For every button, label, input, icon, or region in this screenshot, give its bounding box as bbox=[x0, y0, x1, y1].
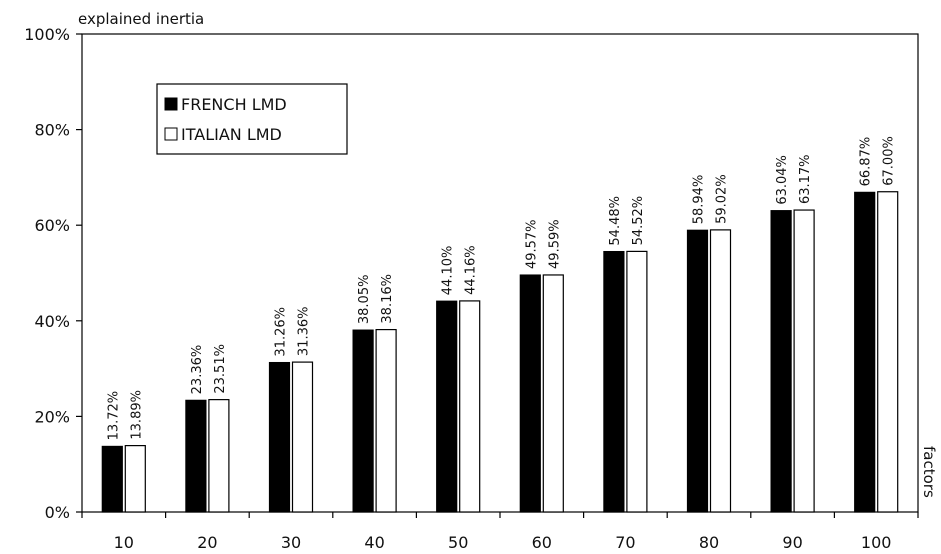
bar-italian bbox=[877, 191, 899, 513]
bar-french bbox=[854, 191, 876, 513]
data-label-french: 63.04% bbox=[775, 155, 790, 205]
x-tick-label: 20 bbox=[197, 533, 217, 552]
legend-swatch-italian bbox=[164, 127, 178, 141]
data-label-french: 66.87% bbox=[859, 137, 874, 187]
y-tick-label: 0% bbox=[45, 503, 70, 522]
x-axis-title: factors bbox=[920, 446, 938, 498]
y-tick-label: 60% bbox=[34, 216, 70, 235]
y-tick-label: 20% bbox=[34, 407, 70, 426]
data-label-italian: 13.89% bbox=[129, 390, 144, 440]
y-tick-label: 100% bbox=[24, 25, 70, 44]
data-label-italian: 31.36% bbox=[297, 307, 312, 357]
x-tick-label: 30 bbox=[281, 533, 301, 552]
x-tick-label: 60 bbox=[532, 533, 552, 552]
y-tick-label: 80% bbox=[34, 121, 70, 140]
bar-italian bbox=[208, 399, 230, 513]
bar-french bbox=[686, 229, 709, 513]
legend-swatch-french bbox=[164, 97, 178, 111]
data-label-french: 58.94% bbox=[692, 175, 707, 225]
legend-label-french: FRENCH LMD bbox=[181, 95, 287, 114]
data-label-italian: 38.16% bbox=[380, 274, 395, 324]
x-tick-label: 10 bbox=[114, 533, 134, 552]
data-label-french: 49.57% bbox=[524, 219, 539, 269]
y-tick-label: 40% bbox=[34, 312, 70, 331]
bar-french bbox=[268, 361, 291, 513]
bar-french bbox=[603, 250, 625, 513]
x-tick-label: 80 bbox=[699, 533, 719, 552]
data-label-italian: 49.59% bbox=[547, 219, 562, 269]
x-tick-label: 50 bbox=[448, 533, 468, 552]
data-label-italian: 44.16% bbox=[464, 245, 479, 295]
bar-french bbox=[770, 210, 792, 513]
data-label-french: 13.72% bbox=[106, 391, 121, 441]
data-label-french: 38.05% bbox=[357, 275, 372, 325]
data-label-french: 44.10% bbox=[441, 246, 456, 296]
bar-italian bbox=[626, 250, 648, 513]
bar-italian bbox=[709, 229, 732, 513]
legend: FRENCH LMD ITALIAN LMD bbox=[156, 83, 348, 155]
bar-italian bbox=[124, 445, 146, 513]
bar-french bbox=[185, 399, 207, 513]
data-label-french: 31.26% bbox=[274, 307, 289, 357]
data-label-italian: 54.52% bbox=[631, 196, 646, 246]
y-axis-title: explained inertia bbox=[78, 10, 204, 28]
bar-french bbox=[101, 445, 123, 513]
bar-italian bbox=[459, 300, 481, 513]
bar-italian bbox=[291, 361, 314, 513]
x-tick-label: 70 bbox=[615, 533, 635, 552]
bar-french bbox=[519, 274, 541, 513]
bar-italian bbox=[375, 328, 397, 513]
bar-french bbox=[352, 329, 374, 513]
x-tick-label: 40 bbox=[364, 533, 384, 552]
bar-french bbox=[436, 300, 458, 513]
data-label-italian: 63.17% bbox=[798, 154, 813, 204]
data-label-italian: 59.02% bbox=[715, 174, 730, 224]
data-label-french: 23.36% bbox=[190, 345, 205, 395]
data-label-italian: 23.51% bbox=[213, 344, 228, 394]
legend-box bbox=[156, 83, 348, 155]
bar-italian bbox=[793, 209, 815, 513]
data-label-french: 54.48% bbox=[608, 196, 623, 246]
data-label-italian: 67.00% bbox=[882, 136, 897, 186]
bar-italian bbox=[542, 274, 564, 513]
x-tick-label: 100 bbox=[861, 533, 892, 552]
x-tick-label: 90 bbox=[782, 533, 802, 552]
legend-label-italian: ITALIAN LMD bbox=[181, 125, 282, 144]
